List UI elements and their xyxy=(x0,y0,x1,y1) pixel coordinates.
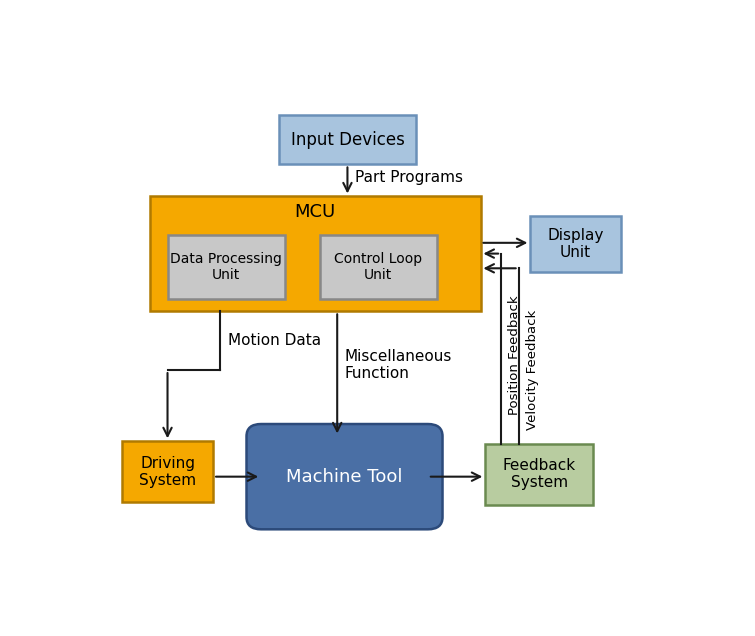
Text: Input Devices: Input Devices xyxy=(291,131,405,149)
Text: Machine Tool: Machine Tool xyxy=(286,467,402,486)
FancyBboxPatch shape xyxy=(319,235,436,299)
Text: Miscellaneous
Function: Miscellaneous Function xyxy=(345,349,452,382)
Text: Position Feedback: Position Feedback xyxy=(508,296,521,415)
FancyBboxPatch shape xyxy=(168,235,285,299)
Text: Display
Unit: Display Unit xyxy=(547,228,604,260)
Text: Control Loop
Unit: Control Loop Unit xyxy=(334,252,422,282)
FancyBboxPatch shape xyxy=(485,444,593,505)
Text: Data Processing
Unit: Data Processing Unit xyxy=(170,252,282,282)
FancyBboxPatch shape xyxy=(122,441,213,502)
Text: Velocity Feedback: Velocity Feedback xyxy=(525,310,538,431)
FancyBboxPatch shape xyxy=(246,424,442,529)
Text: MCU: MCU xyxy=(294,204,336,221)
FancyBboxPatch shape xyxy=(279,116,416,165)
Text: Driving
System: Driving System xyxy=(139,455,196,488)
Text: Feedback
System: Feedback System xyxy=(503,458,576,490)
Text: Motion Data: Motion Data xyxy=(228,333,321,349)
FancyBboxPatch shape xyxy=(530,216,621,272)
Text: Part Programs: Part Programs xyxy=(355,170,463,185)
FancyBboxPatch shape xyxy=(150,197,480,312)
